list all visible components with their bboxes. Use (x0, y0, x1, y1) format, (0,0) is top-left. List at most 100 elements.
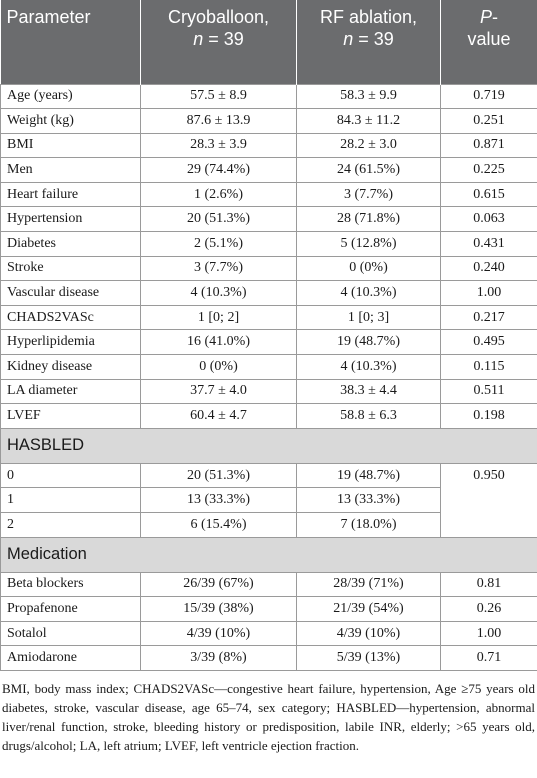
table-row: Beta blockers 26/39 (67%) 28/39 (71%) 0.81 (0, 571, 537, 598)
table-cell: 1.00 (440, 620, 537, 647)
table-cell: 0.240 (440, 255, 537, 282)
table-cell: 60.4 ± 4.7 (140, 403, 297, 429)
table-cell: BMI (0, 132, 141, 159)
header-text: n (343, 29, 354, 49)
table-cell: 0.495 (440, 329, 537, 356)
table-row: 0 20 (51.3%) 19 (48.7%) 0.950 (0, 462, 537, 538)
footnote: BMI, body mass index; CHADS2VASc—congest… (2, 680, 535, 753)
table-row: Hyperlipidemia 16 (41.0%) 19 (48.7%) 0.495 (0, 329, 537, 356)
table-cell: 1 [0; 3] (296, 304, 441, 331)
table-cell: Hypertension (0, 206, 141, 233)
table-row: Age (years) 57.5 ± 8.9 58.3 ± 9.9 0.719 (0, 83, 537, 110)
table-cell: Propafenone (0, 596, 141, 622)
table-cell: 0.063 (440, 206, 537, 233)
table-cell: 5 (12.8%) (296, 231, 441, 257)
table-cell: 3 (7.7%) (140, 255, 297, 282)
table-cell: LA diameter (0, 378, 141, 405)
table-cell: Men (0, 157, 141, 183)
table-cell: 1 [0; 2] (140, 304, 297, 331)
table-cell: CHADS2VASc (0, 304, 141, 331)
table-cell: Stroke (0, 255, 141, 282)
section-row: Medication (0, 536, 537, 573)
table-cell: 0.950 (440, 462, 537, 538)
table-cell: 2 (0, 512, 141, 538)
table-cell: Weight (kg) (0, 108, 141, 134)
table-row: Propafenone 15/39 (38%) 21/39 (54%) 0.26 (0, 596, 537, 622)
table-row: Sotalol 4/39 (10%) 4/39 (10%) 1.00 (0, 620, 537, 647)
table-cell: 3 (7.7%) (296, 181, 441, 208)
table-cell: 1 (0, 487, 141, 513)
section-row: HASBLED (0, 427, 537, 464)
table-row: 1 13 (33.3%) 13 (33.3%) (0, 487, 537, 513)
table-cell: Sotalol (0, 620, 141, 647)
table-cell: 0.225 (440, 157, 537, 183)
header-text: value (467, 29, 511, 49)
table-cell: LVEF (0, 403, 141, 429)
header-text: RF ablation, (319, 7, 418, 27)
table-cell: 4 (10.3%) (296, 280, 441, 306)
table-cell: Vascular disease (0, 280, 141, 306)
header-text: = 39 (353, 29, 394, 49)
table-row: LA diameter 37.7 ± 4.0 38.3 ± 4.4 0.511 (0, 378, 537, 405)
header-text: n (193, 29, 204, 49)
table-cell: 15/39 (38%) (140, 596, 297, 622)
table-cell: 16 (41.0%) (140, 329, 297, 356)
table-row: Men 29 (74.4%) 24 (61.5%) 0.225 (0, 157, 537, 183)
table-row: Vascular disease 4 (10.3%) 4 (10.3%) 1.00 (0, 280, 537, 306)
header-text: Cryoballoon, (167, 7, 270, 27)
table-cell: 4 (10.3%) (296, 354, 441, 380)
table-cell: 26/39 (67%) (140, 571, 297, 598)
header-text: Parameter (6, 7, 91, 27)
table-cell: 4/39 (10%) (140, 620, 297, 647)
table-row: Hypertension 20 (51.3%) 28 (71.8%) 0.063 (0, 206, 537, 233)
table-cell: 58.3 ± 9.9 (296, 83, 441, 110)
table-cell: 5/39 (13%) (296, 645, 441, 671)
table-cell: 0.719 (440, 83, 537, 110)
table-row: BMI 28.3 ± 3.9 28.2 ± 3.0 0.871 (0, 132, 537, 159)
table-row: Kidney disease 0 (0%) 4 (10.3%) 0.115 (0, 354, 537, 380)
table-cell: 0.511 (440, 378, 537, 405)
table-cell: 3/39 (8%) (140, 645, 297, 671)
table-cell: 4/39 (10%) (296, 620, 441, 647)
table-cell: 21/39 (54%) (296, 596, 441, 622)
table-row: CHADS2VASc 1 [0; 2] 1 [0; 3] 0.217 (0, 304, 537, 331)
header-text: = 39 (203, 29, 244, 49)
table-cell: 37.7 ± 4.0 (140, 378, 297, 405)
header-text: - (492, 7, 498, 27)
table-row: Weight (kg) 87.6 ± 13.9 84.3 ± 11.2 0.251 (0, 108, 537, 134)
table-cell: Amiodarone (0, 645, 141, 671)
table-cell: 28.3 ± 3.9 (140, 132, 297, 159)
header-cell: P-value (440, 0, 537, 84)
header-cell: Parameter (0, 0, 141, 84)
header-text: P (479, 7, 492, 27)
table-cell: 0.615 (440, 181, 537, 208)
table-cell: 20 (51.3%) (140, 462, 297, 489)
section-title: Medication (0, 536, 537, 573)
table-cell: 28 (71.8%) (296, 206, 441, 233)
table-cell: 28.2 ± 3.0 (296, 132, 441, 159)
section-title: HASBLED (0, 427, 537, 464)
table-cell: 4 (10.3%) (140, 280, 297, 306)
table-cell: 0 (0%) (296, 255, 441, 282)
table-cell: 28/39 (71%) (296, 571, 441, 598)
table-cell: 1 (2.6%) (140, 181, 297, 208)
table-cell: 13 (33.3%) (296, 487, 441, 513)
table-row: Diabetes 2 (5.1%) 5 (12.8%) 0.431 (0, 231, 537, 257)
data-table: Parameter Cryoballoon, n = 39 RF ablation… (0, 0, 537, 671)
header-cell: Cryoballoon, n = 39 (140, 0, 297, 84)
table-cell: 6 (15.4%) (140, 512, 297, 538)
table-cell: Kidney disease (0, 354, 141, 380)
table-cell: 13 (33.3%) (140, 487, 297, 513)
table-row: Heart failure 1 (2.6%) 3 (7.7%) 0.615 (0, 181, 537, 208)
table-cell: Heart failure (0, 181, 141, 208)
table-row: Stroke 3 (7.7%) 0 (0%) 0.240 (0, 255, 537, 282)
table-body: Age (years) 57.5 ± 8.9 58.3 ± 9.9 0.719 Weig… (0, 83, 537, 671)
table-row: Amiodarone 3/39 (8%) 5/39 (13%) 0.71 (0, 645, 537, 671)
table-cell: 0.251 (440, 108, 537, 134)
table-cell: 0.115 (440, 354, 537, 380)
table-cell: 0 (0%) (140, 354, 297, 380)
table-cell: 87.6 ± 13.9 (140, 108, 297, 134)
table-cell: 7 (18.0%) (296, 512, 441, 538)
table-cell: 58.8 ± 6.3 (296, 403, 441, 429)
